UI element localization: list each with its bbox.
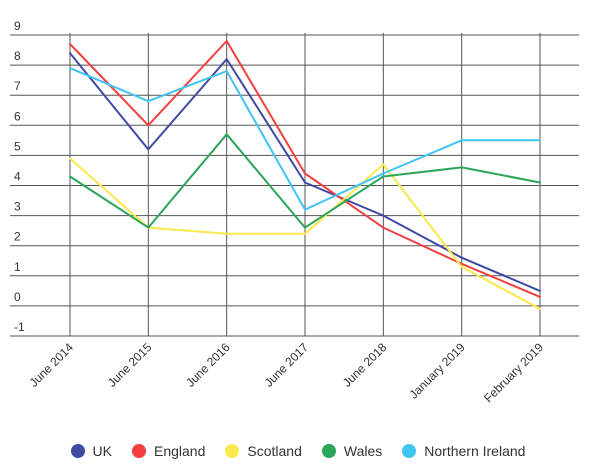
line-chart: -1 0 1 2 3 4 5 6 7 8 9 June 2014 June 2015 June 2016… xyxy=(10,19,579,405)
y-tick-label: 0 xyxy=(14,290,21,304)
x-tick-label: February 2019 xyxy=(481,340,546,405)
x-tick-label: June 2018 xyxy=(340,340,390,390)
series-line-wales xyxy=(69,133,541,229)
y-tick-label: 2 xyxy=(14,230,21,244)
y-tick-label: 9 xyxy=(14,19,21,33)
x-axis: June 2014 June 2015 June 2016 June 2017 June… xyxy=(27,340,547,405)
y-axis: -1 0 1 2 3 4 5 6 7 8 9 xyxy=(14,19,25,334)
y-tick-label: 7 xyxy=(14,79,21,93)
legend-marker-icon xyxy=(132,444,146,458)
legend-label: UK xyxy=(92,443,112,459)
y-tick-label: 1 xyxy=(14,260,21,274)
x-tick-label: June 2016 xyxy=(183,340,233,390)
legend-item[interactable]: Wales xyxy=(321,443,383,459)
y-tick-label: 8 xyxy=(14,49,21,63)
chart-legend: UK England Scotland Wales Northern Ireland xyxy=(0,436,596,466)
legend-marker-icon xyxy=(321,444,336,458)
series-line-northern-ireland xyxy=(69,67,541,211)
legend-item[interactable]: UK xyxy=(70,443,112,459)
legend-label: England xyxy=(154,443,206,459)
y-tick-label: 6 xyxy=(14,109,21,123)
legend-label: Northern Ireland xyxy=(424,443,526,459)
y-tick-label: 5 xyxy=(14,139,21,153)
x-tick-label: June 2017 xyxy=(262,340,312,390)
x-tick-label: January 2019 xyxy=(406,340,468,402)
legend-marker-icon xyxy=(402,444,417,458)
x-tick-label: June 2015 xyxy=(105,340,155,390)
y-tick-label: 3 xyxy=(14,200,21,214)
legend-item[interactable]: Scotland xyxy=(225,443,302,459)
legend-marker-icon xyxy=(70,444,85,458)
y-tick-label: 4 xyxy=(14,170,21,184)
y-tick-label: -1 xyxy=(14,320,25,334)
legend-label: Scotland xyxy=(247,443,302,459)
legend-label: Wales xyxy=(343,443,383,459)
series-line-england xyxy=(69,40,541,298)
x-tick-label: June 2014 xyxy=(27,340,77,390)
legend-marker-icon xyxy=(225,444,240,458)
series-lines xyxy=(69,40,541,310)
legend-item[interactable]: England xyxy=(132,443,205,459)
series-line-uk xyxy=(69,52,541,292)
legend-item[interactable]: Northern Ireland xyxy=(402,443,525,459)
